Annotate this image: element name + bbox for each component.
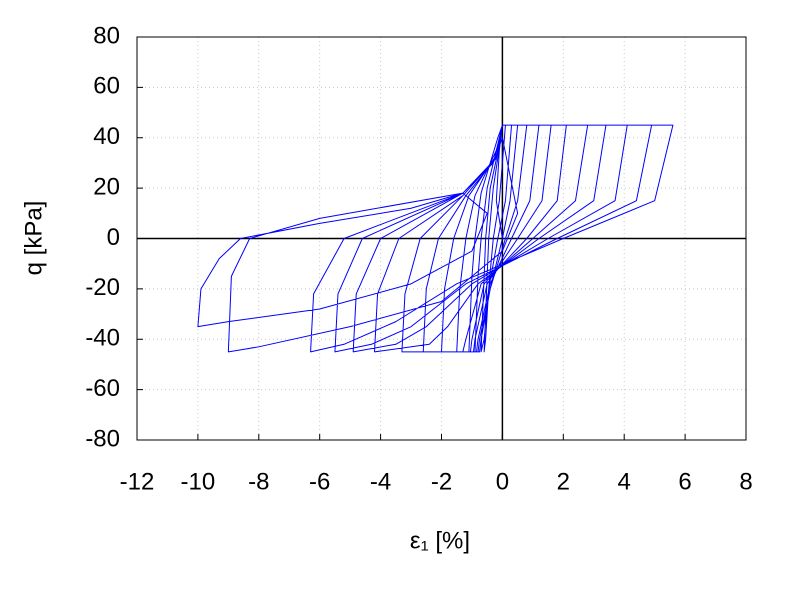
- y-tick-label: -80: [85, 425, 120, 452]
- x-tick-label: 6: [678, 468, 691, 495]
- y-tick-label: -60: [85, 375, 120, 402]
- y-tick-label: 20: [93, 173, 120, 200]
- x-tick-label: -12: [120, 468, 155, 495]
- y-axis-label: q [kPa]: [20, 201, 47, 276]
- y-tick-label: 0: [107, 224, 120, 251]
- x-tick-label: 8: [739, 468, 752, 495]
- y-tick-label: -40: [85, 325, 120, 352]
- x-tick-label: -8: [248, 468, 269, 495]
- y-tick-label: 60: [93, 73, 120, 100]
- x-tick-label: -2: [431, 468, 452, 495]
- x-tick-label: -10: [181, 468, 216, 495]
- y-tick-label: 40: [93, 123, 120, 150]
- y-tick-label: -20: [85, 274, 120, 301]
- x-tick-label: 4: [618, 468, 631, 495]
- x-tick-label: 2: [557, 468, 570, 495]
- x-tick-label: -6: [309, 468, 330, 495]
- data-line: [197, 124, 674, 353]
- x-tick-label: 0: [496, 468, 509, 495]
- y-tick-label: 80: [93, 22, 120, 49]
- x-tick-label: -4: [370, 468, 391, 495]
- x-axis-label: ε₁ [%]: [410, 527, 470, 554]
- plot-frame: [136, 36, 747, 441]
